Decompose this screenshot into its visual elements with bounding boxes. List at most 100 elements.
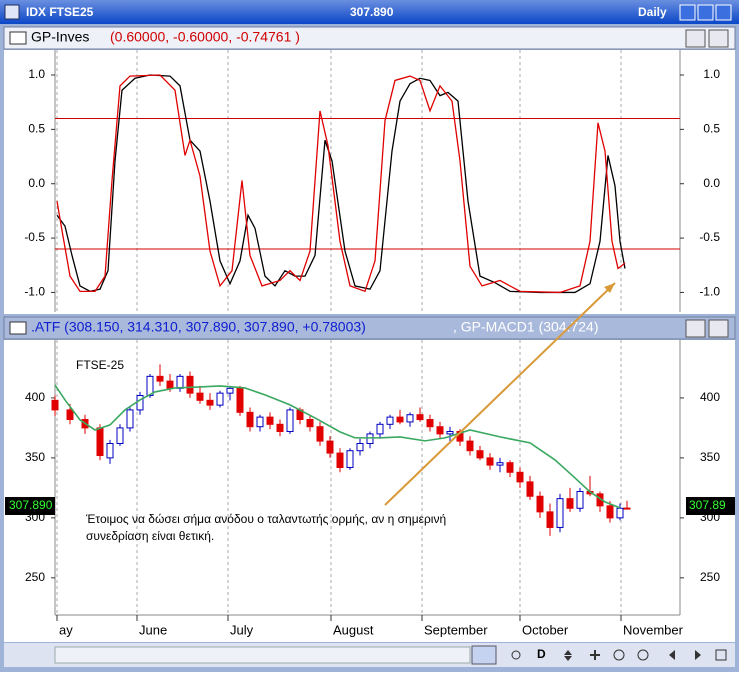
candle-body	[276, 423, 284, 433]
moving-average	[54, 384, 621, 509]
scroll-track[interactable]	[54, 646, 471, 664]
price-label: 307.890	[9, 498, 53, 512]
candle-body	[66, 409, 74, 421]
candle-body	[486, 457, 494, 466]
candle-body	[216, 392, 224, 406]
candle-body	[426, 419, 434, 428]
y-tick-label: 1.0	[28, 67, 45, 81]
candle-body	[156, 375, 164, 382]
oscillator-line	[56, 74, 626, 294]
candle-body	[106, 442, 114, 459]
y-tick-label: -1.0	[699, 285, 720, 299]
y-tick-label: 250	[25, 570, 45, 584]
candle-body	[476, 450, 484, 459]
y-tick-label: 400	[700, 390, 720, 404]
candle-body	[506, 462, 514, 473]
candle-body	[466, 440, 474, 452]
close-button[interactable]	[715, 4, 732, 21]
candle-body	[256, 416, 264, 428]
window-title: IDX FTSE25	[26, 5, 94, 19]
panel1-params: (0.60000, -0.60000, -0.74761 )	[110, 29, 300, 45]
candle-body	[536, 495, 544, 513]
candle-body	[356, 442, 364, 452]
price-box	[5, 497, 55, 515]
candle-body	[126, 409, 134, 429]
candle-body	[236, 387, 244, 413]
panel-max[interactable]	[685, 319, 706, 338]
panel1-header	[3, 26, 736, 50]
candle-body	[146, 375, 154, 397]
candle-body	[496, 462, 504, 466]
panel-icon	[9, 31, 27, 45]
candle-body	[566, 498, 574, 509]
trend-arrow	[384, 282, 616, 506]
candle-body	[436, 426, 444, 435]
candle-body	[376, 423, 384, 435]
panel-close[interactable]	[708, 29, 729, 48]
candle-body	[326, 440, 334, 454]
panel2-header	[3, 316, 736, 340]
arrow-head	[604, 283, 615, 293]
candle-body	[116, 427, 124, 444]
candle-body	[316, 426, 324, 442]
candle-body	[186, 375, 194, 394]
candle-body	[166, 380, 174, 389]
refresh-button[interactable]	[511, 650, 521, 660]
y-tick-label: -0.5	[24, 230, 45, 244]
candle-body	[96, 427, 104, 456]
candle-body	[623, 507, 631, 510]
x-tick-label: July	[230, 622, 254, 637]
x-tick-label: August	[333, 622, 374, 637]
y-tick-label: 250	[700, 570, 720, 584]
panel2-name2: , GP-MACD1 (304.724)	[453, 319, 599, 335]
y-tick-label: 400	[25, 390, 45, 404]
zoom-out[interactable]	[613, 649, 625, 661]
y-tick-label: 350	[700, 450, 720, 464]
panel1-body	[4, 50, 735, 314]
annotation: Έτοιμος να δώσει σήμα ανόδου ο ταλαντωτή…	[85, 512, 446, 526]
maximize-button[interactable]	[697, 4, 714, 21]
x-tick-label: June	[139, 622, 167, 637]
y-tick-label: -1.0	[24, 285, 45, 299]
panel2-name: .ATF (308.150, 314.310, 307.890, 307.890…	[31, 319, 366, 335]
y-tick-label: 0.5	[28, 122, 45, 136]
next-button[interactable]	[695, 650, 701, 660]
candle-body	[336, 452, 344, 468]
move-button[interactable]	[590, 650, 600, 660]
panel-close[interactable]	[708, 319, 729, 338]
candle-body	[386, 416, 394, 425]
candle-body	[366, 433, 374, 444]
candle-body	[406, 414, 414, 423]
y-tick-label: 0.0	[28, 176, 45, 190]
x-tick-label: November	[623, 622, 684, 637]
panel-icon	[9, 321, 27, 335]
candle-body	[246, 411, 254, 428]
y-tick-label: 1.0	[703, 67, 720, 81]
oscillator-line	[56, 74, 626, 294]
candle-body	[176, 375, 184, 389]
panel-max[interactable]	[685, 29, 706, 48]
y-tick-label: 350	[25, 450, 45, 464]
candle-body	[416, 414, 424, 421]
candle-body	[516, 471, 524, 483]
updown-button[interactable]	[564, 650, 572, 661]
candle-body	[606, 505, 614, 519]
minimize-button[interactable]	[679, 4, 696, 21]
scroll-thumb[interactable]	[471, 645, 497, 665]
candle-body	[206, 399, 214, 406]
candle-body	[616, 507, 624, 519]
y-tick-label: 0.5	[703, 122, 720, 136]
window-price: 307.890	[350, 5, 394, 19]
zoom-in[interactable]	[637, 649, 649, 661]
prev-button[interactable]	[669, 650, 675, 660]
candle-body	[306, 419, 314, 428]
candle-body	[346, 450, 354, 468]
button-d[interactable]: D	[537, 647, 546, 661]
candle-body	[556, 498, 564, 528]
layout-button[interactable]	[715, 649, 727, 661]
title-bar	[0, 0, 739, 24]
candle-body	[51, 399, 59, 411]
window-period: Daily	[638, 5, 667, 19]
price-label: 307.89	[689, 498, 726, 512]
